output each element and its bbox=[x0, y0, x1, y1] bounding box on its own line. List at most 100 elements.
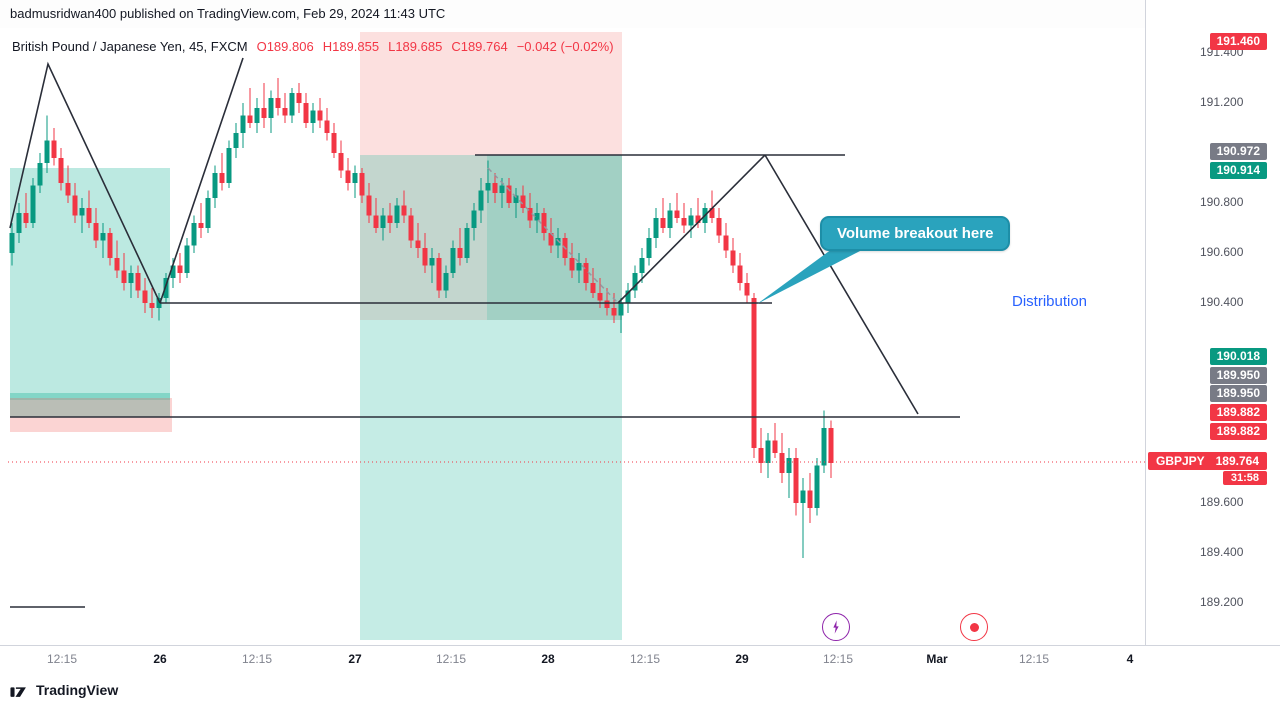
candle-body bbox=[821, 428, 827, 466]
time-axis-label: 28 bbox=[541, 652, 555, 666]
candle-body bbox=[422, 248, 428, 266]
candle-body bbox=[366, 195, 372, 216]
time-axis-label: 12:15 bbox=[1018, 652, 1050, 666]
right-pattern-falling[interactable] bbox=[764, 154, 919, 415]
tradingview-logo-icon bbox=[10, 686, 26, 697]
candle-body bbox=[443, 273, 449, 291]
candle-body bbox=[401, 205, 407, 216]
rising-trendline[interactable] bbox=[159, 57, 244, 304]
ohlc-high: H189.855 bbox=[322, 39, 380, 54]
candle-body bbox=[415, 240, 421, 248]
candle-body bbox=[828, 428, 834, 463]
price-axis-label: 189.200 bbox=[1200, 595, 1244, 609]
candle-body bbox=[296, 93, 302, 103]
candle-body bbox=[184, 245, 190, 273]
candle-body bbox=[464, 228, 470, 258]
left-pink-strip[interactable] bbox=[10, 398, 172, 432]
mid-green-zone[interactable] bbox=[360, 155, 622, 640]
triangle-left[interactable] bbox=[9, 61, 161, 304]
candle-body bbox=[254, 108, 260, 123]
candle-body bbox=[170, 265, 176, 278]
accumulation-zone-left[interactable] bbox=[10, 168, 170, 400]
candle-body bbox=[471, 210, 477, 228]
candle-body bbox=[800, 490, 806, 503]
candle-body bbox=[688, 215, 694, 226]
dashed-trend-line[interactable] bbox=[487, 167, 619, 304]
candle-body bbox=[72, 195, 78, 216]
candle-body bbox=[506, 185, 512, 203]
candle-body bbox=[793, 458, 799, 503]
candle-body bbox=[639, 258, 645, 273]
candle-body bbox=[387, 215, 393, 223]
candle-body bbox=[611, 308, 617, 316]
candle-body bbox=[513, 195, 519, 203]
candle-body bbox=[16, 213, 22, 233]
left-green-strip[interactable] bbox=[10, 393, 170, 417]
time-axis-label: 12:15 bbox=[629, 652, 661, 666]
distribution-label[interactable]: Distribution bbox=[1012, 293, 1088, 310]
right-pattern-rising[interactable] bbox=[617, 154, 766, 304]
record-marker-icon[interactable] bbox=[960, 613, 988, 641]
candle-body bbox=[499, 185, 505, 193]
chart-canvas[interactable] bbox=[0, 0, 1145, 712]
candle-body bbox=[9, 233, 15, 253]
candle-body bbox=[303, 103, 309, 123]
candle-body bbox=[569, 258, 575, 271]
candle-body bbox=[527, 208, 533, 221]
candle-body bbox=[380, 215, 386, 228]
time-axis-label: 26 bbox=[153, 652, 167, 666]
candle-body bbox=[261, 108, 267, 118]
candle-body bbox=[86, 208, 92, 223]
time-axis-label: 29 bbox=[735, 652, 749, 666]
candle-body bbox=[478, 190, 484, 211]
candle-body bbox=[709, 208, 715, 218]
candle-body bbox=[114, 258, 120, 271]
publisher-text: badmusridwan400 published on TradingView… bbox=[10, 6, 446, 21]
lightning-alert-icon[interactable] bbox=[822, 613, 850, 641]
mid-pink-zone[interactable] bbox=[360, 32, 622, 320]
candle-body bbox=[149, 303, 155, 308]
candle-body bbox=[786, 458, 792, 473]
publisher-bar: badmusridwan400 published on TradingView… bbox=[0, 0, 1280, 28]
callout-text: Volume breakout here bbox=[837, 225, 994, 242]
candle-body bbox=[100, 233, 106, 241]
candle-body bbox=[79, 208, 85, 216]
candle-body bbox=[723, 235, 729, 251]
candle-body bbox=[191, 223, 197, 246]
time-axis-label: Mar bbox=[926, 652, 948, 666]
candle-body bbox=[58, 158, 64, 183]
time-axis[interactable]: 12:15 26 12:15 27 12:15 28 12:15 29 12:15 Mar 12:1… bbox=[0, 645, 1280, 672]
tradingview-footer[interactable]: TradingView bbox=[10, 682, 118, 698]
candle-body bbox=[345, 170, 351, 183]
candle-body bbox=[359, 173, 365, 196]
record-dot-icon bbox=[969, 622, 979, 632]
time-axis-label: 12:15 bbox=[435, 652, 467, 666]
candle-body bbox=[324, 120, 330, 133]
candle-body bbox=[275, 98, 281, 108]
candle-body bbox=[548, 233, 554, 246]
candle-body bbox=[268, 98, 274, 118]
candle-body bbox=[394, 205, 400, 223]
candle-body bbox=[352, 173, 358, 183]
price-axis-label: 190.400 bbox=[1200, 295, 1244, 309]
symbol-title[interactable]: British Pound / Japanese Yen, 45, FXCM bbox=[12, 39, 248, 54]
candle-body bbox=[576, 263, 582, 271]
candle-body bbox=[331, 133, 337, 153]
candle-body bbox=[107, 233, 113, 258]
candle-body bbox=[429, 258, 435, 266]
price-badge: 190.018 bbox=[1209, 348, 1267, 365]
candle-body bbox=[310, 110, 316, 123]
candle-body bbox=[492, 183, 498, 193]
candle-body bbox=[751, 298, 757, 448]
symbol-badge-name: GBPJPY bbox=[1156, 454, 1205, 468]
candle-body bbox=[289, 93, 295, 116]
price-axis[interactable]: 191.400 191.200 190.800 190.600 190.400 189.6… bbox=[1145, 0, 1280, 645]
volume-breakout-callout[interactable]: Volume breakout here bbox=[820, 216, 1011, 251]
bar-countdown-badge: 31:58 bbox=[1222, 471, 1267, 485]
price-badge: 189.950 bbox=[1209, 367, 1267, 384]
candle-body bbox=[457, 248, 463, 258]
candle-body bbox=[226, 148, 232, 183]
candle-body bbox=[604, 300, 610, 308]
candle-body bbox=[212, 173, 218, 198]
